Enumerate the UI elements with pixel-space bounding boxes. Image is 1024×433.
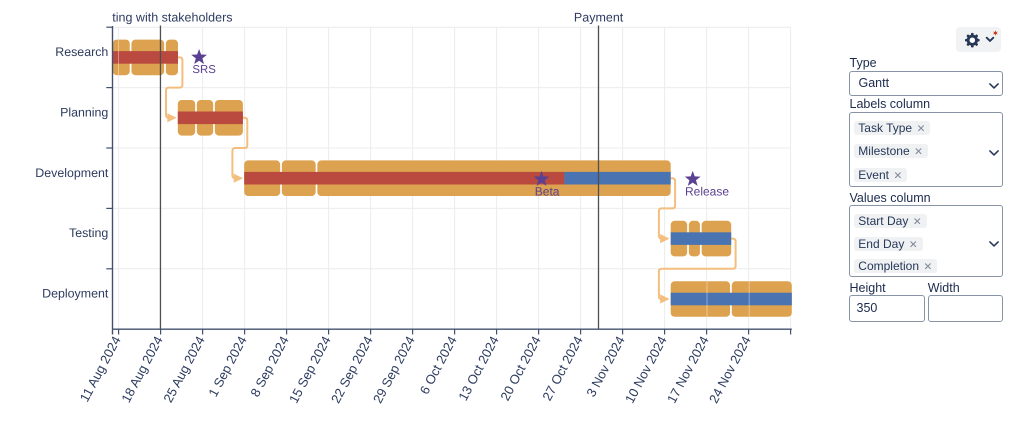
svg-text:20 Oct 2024: 20 Oct 2024	[497, 334, 543, 404]
svg-text:Testing: Testing	[69, 226, 108, 240]
svg-text:Release: Release	[685, 184, 729, 198]
svg-text:18 Aug 2024: 18 Aug 2024	[118, 334, 166, 406]
svg-text:3 Nov 2024: 3 Nov 2024	[583, 334, 627, 400]
svg-text:Beta: Beta	[535, 184, 560, 198]
svg-text:Development: Development	[35, 166, 109, 180]
svg-text:27 Oct 2024: 27 Oct 2024	[539, 334, 585, 404]
svg-text:22 Sep 2024: 22 Sep 2024	[328, 334, 376, 406]
svg-text:Payment: Payment	[574, 11, 624, 25]
svg-text:17 Nov 2024: 17 Nov 2024	[664, 334, 712, 406]
svg-text:Deployment: Deployment	[42, 287, 109, 301]
svg-text:10 Nov 2024: 10 Nov 2024	[622, 334, 670, 406]
svg-text:11 Aug 2024: 11 Aug 2024	[77, 334, 124, 405]
svg-text:13 Oct 2024: 13 Oct 2024	[455, 334, 501, 404]
svg-text:6 Oct 2024: 6 Oct 2024	[417, 334, 460, 397]
svg-text:Research: Research	[55, 45, 108, 59]
svg-text:25 Aug 2024: 25 Aug 2024	[160, 334, 208, 406]
svg-text:ting with stakeholders: ting with stakeholders	[112, 11, 232, 25]
svg-text:SRS: SRS	[192, 64, 216, 76]
svg-text:24 Nov 2024: 24 Nov 2024	[706, 334, 754, 406]
svg-text:8 Sep 2024: 8 Sep 2024	[247, 334, 291, 400]
svg-text:Planning: Planning	[60, 105, 108, 119]
svg-text:29 Sep 2024: 29 Sep 2024	[370, 334, 418, 406]
svg-text:15 Sep 2024: 15 Sep 2024	[286, 334, 334, 406]
svg-text:1 Sep 2024: 1 Sep 2024	[205, 334, 249, 400]
